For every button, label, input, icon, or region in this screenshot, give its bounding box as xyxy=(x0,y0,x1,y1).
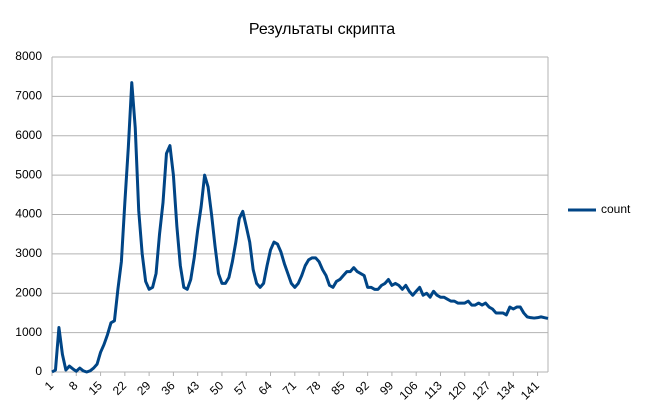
x-tick-label: 71 xyxy=(280,378,300,398)
x-tick-label: 78 xyxy=(304,378,324,398)
x-tick-label: 64 xyxy=(256,378,276,398)
x-tick-label: 1 xyxy=(42,378,57,393)
x-tick-label: 22 xyxy=(110,378,130,398)
x-tick-label: 50 xyxy=(207,378,227,398)
x-tick-label: 85 xyxy=(328,378,348,398)
y-tick-label: 2000 xyxy=(15,285,42,299)
x-tick-label: 134 xyxy=(494,378,518,402)
x-tick-label: 127 xyxy=(469,378,493,402)
y-tick-label: 4000 xyxy=(15,207,42,221)
x-tick-label: 120 xyxy=(445,378,469,402)
y-tick-label: 7000 xyxy=(15,89,42,103)
x-tick-label: 29 xyxy=(134,378,154,398)
x-tick-label: 141 xyxy=(518,378,542,402)
x-tick-label: 8 xyxy=(66,378,81,393)
x-tick-label: 36 xyxy=(158,378,178,398)
x-tick-label: 106 xyxy=(396,378,420,402)
legend-label: count xyxy=(601,202,631,216)
y-tick-label: 3000 xyxy=(15,246,42,260)
data-line xyxy=(51,81,549,374)
y-tick-label: 1000 xyxy=(15,325,42,339)
y-tick-label: 5000 xyxy=(15,167,42,181)
y-tick-label: 8000 xyxy=(15,49,42,63)
x-tick-label: 99 xyxy=(377,378,397,398)
x-tick-label: 15 xyxy=(86,378,106,398)
x-tick-label: 113 xyxy=(421,378,445,402)
x-tick-label: 57 xyxy=(231,378,251,398)
x-tick-label: 92 xyxy=(353,378,373,398)
chart-title: Результаты скрипта xyxy=(249,21,395,38)
y-tick-label: 6000 xyxy=(15,128,42,142)
x-tick-label: 43 xyxy=(183,378,203,398)
y-tick-label: 0 xyxy=(35,364,42,378)
